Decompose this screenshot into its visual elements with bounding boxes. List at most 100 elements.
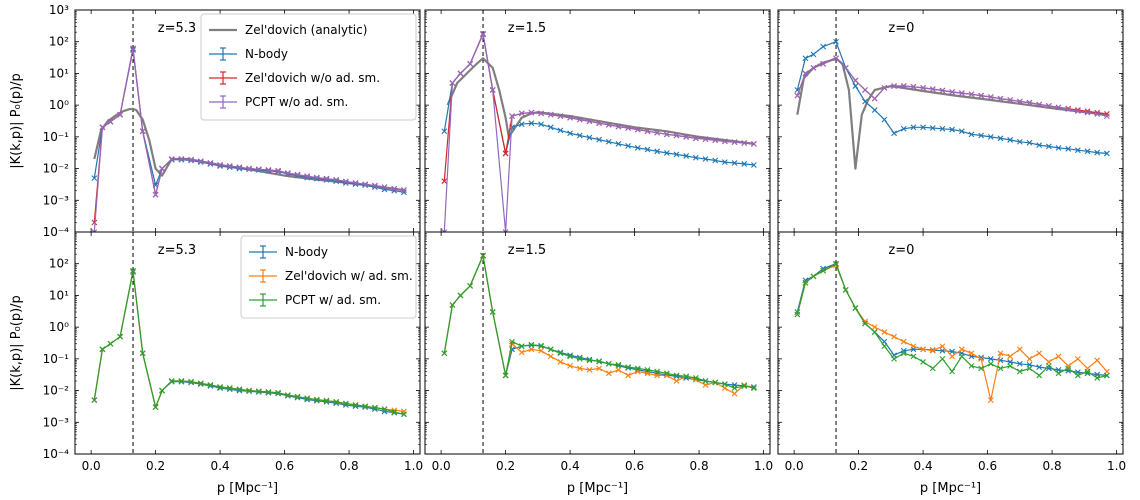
panel-r1c3-series-pcpt-w-o-ad-sm-point bbox=[1036, 101, 1043, 108]
panel-r2c3-series-pcpt-w-ad-sm-point bbox=[978, 365, 985, 372]
panel-r1c2-series-n-body-point bbox=[712, 157, 719, 164]
panel-r2c3-series-pcpt-w-ad-sm-point bbox=[1084, 368, 1091, 375]
panel-r2c1-series-pcpt-w-ad-sm-point bbox=[130, 267, 136, 274]
panel-r1c3-series-pcpt-w-o-ad-sm-point bbox=[958, 90, 965, 96]
panel-r2c1-series-pcpt-w-ad-sm-point bbox=[207, 382, 214, 388]
panel-r1c2-series-zel-dovich-w-o-ad-sm-point bbox=[441, 178, 448, 185]
panel-r2c1-xtick-label: 0.2 bbox=[146, 459, 165, 473]
panel-r2c3-series-pcpt-w-ad-sm-point bbox=[1074, 372, 1081, 379]
panel-r2c2-series-pcpt-w-ad-sm-point bbox=[528, 341, 535, 348]
panel-r2c3-series-n-body-point bbox=[1036, 364, 1043, 370]
panel-r1c3-series-n-body-point bbox=[1026, 139, 1033, 146]
panel-r1c3-series-pcpt-w-o-ad-sm-point bbox=[1094, 111, 1101, 118]
panel-r2c1-series-pcpt-w-ad-sm-point bbox=[139, 350, 146, 357]
panel-r2c3: 0.0 0.2 0.4 0.6 0.8 1.0 z=0 bbox=[777, 231, 1126, 473]
panel-r2c3-series-pcpt-w-ad-sm-point bbox=[1065, 365, 1072, 372]
panel-r1c3-series-n-body-point bbox=[910, 124, 917, 131]
panel-r2c2-series-pcpt-w-ad-sm-point bbox=[625, 364, 632, 370]
panel-r2c2-series-zel-dovich-w-ad-sm-point bbox=[586, 366, 593, 373]
panel-r1c2-series-pcpt-w-o-ad-sm-point bbox=[449, 80, 456, 86]
panel-r2c2-series-pcpt-w-ad-sm-point bbox=[615, 361, 622, 368]
panel-r1c3-series-pcpt-w-o-ad-sm-point bbox=[987, 94, 994, 100]
panel-r2c1-series-pcpt-w-ad-sm-point bbox=[381, 406, 388, 413]
panel-r1c2-series-pcpt-w-o-ad-sm-point bbox=[750, 141, 757, 147]
panel-r2c2-series-pcpt-w-ad-sm-point bbox=[721, 381, 728, 387]
panel-r1c3-series-n-body-point bbox=[1084, 148, 1091, 155]
panel-r1c2-series-n-body-point bbox=[731, 160, 738, 166]
x-axis-label-col-3: p [Mpc⁻¹] bbox=[920, 481, 981, 496]
panel-r1c2-series-n-body-point bbox=[721, 159, 728, 165]
panel-r1c1-series-pcpt-w-o-ad-sm-point bbox=[381, 184, 388, 191]
panel-r1c2-series-pcpt-w-o-ad-sm-point bbox=[644, 128, 651, 135]
panel-r2c1-series-pcpt-w-ad-sm-point bbox=[217, 384, 223, 390]
panel-r1c1-ytick-label: 10⁰ bbox=[49, 98, 69, 112]
panel-r2c2-series-pcpt-w-ad-sm-point bbox=[467, 282, 474, 289]
panel-r2c3-series-n-body-point bbox=[987, 355, 994, 362]
panel-r2c1-series-pcpt-w-ad-sm-point bbox=[152, 404, 159, 411]
panel-r2c3-series-pcpt-w-ad-sm-point bbox=[968, 363, 975, 369]
panel-r1c3-series-n-body-point bbox=[852, 83, 859, 89]
panel-r1c3-title: z=0 bbox=[888, 21, 914, 36]
panel-r1c1-series-pcpt-w-o-ad-sm-point bbox=[400, 187, 407, 193]
panel-r2c3-series-pcpt-w-ad-sm-point bbox=[1016, 368, 1023, 375]
panel-r2c3-series-pcpt-w-ad-sm-point bbox=[1094, 375, 1101, 381]
panel-r1c2-series-pcpt-w-o-ad-sm-point bbox=[673, 132, 680, 139]
panel-r1c2-series-pcpt-w-o-ad-sm-point bbox=[702, 136, 709, 142]
panel-r1c1-ytick-label: 10⁻⁴ bbox=[43, 225, 70, 239]
panel-r1c1-series-pcpt-w-o-ad-sm-point bbox=[178, 156, 185, 162]
panel-r1c2-series-pcpt-w-o-ad-sm-point bbox=[615, 123, 622, 130]
panel-r2c2-series-pcpt-w-ad-sm-point bbox=[547, 346, 554, 353]
panel-r1c1-series-pcpt-w-o-ad-sm-point bbox=[313, 174, 320, 181]
panel-r2c1-series-pcpt-w-ad-sm-point bbox=[284, 392, 291, 398]
panel-r2c3-series-n-body-point bbox=[1016, 360, 1023, 367]
panel-r2c2-series-zel-dovich-w-ad-sm-point bbox=[596, 365, 603, 372]
panel-r1c1-series-pcpt-w-o-ad-sm-point bbox=[255, 166, 262, 173]
panel-r1c2-series-n-body-point bbox=[644, 146, 651, 153]
panel-r1c3-series-n-body-point bbox=[1065, 145, 1072, 152]
panel-r2c3-series-pcpt-w-ad-sm-point bbox=[794, 311, 801, 318]
panel-r2c1-series-pcpt-w-ad-sm-point bbox=[294, 393, 301, 400]
panel-r2c1-series-pcpt-w-ad-sm-point bbox=[178, 378, 185, 384]
panel-r1c3-series-pcpt-w-o-ad-sm-point bbox=[1055, 104, 1062, 111]
panel-r2c3-series-zel-dovich-w-ad-sm-point bbox=[1007, 353, 1014, 360]
panel-r1c1-series-pcpt-w-o-ad-sm-point bbox=[246, 165, 253, 172]
panel-r1c1-legend-n-body-label: N-body bbox=[245, 47, 288, 61]
panel-r1c3-series-pcpt-w-o-ad-sm-point bbox=[920, 84, 926, 91]
panel-r2c2-series-pcpt-w-ad-sm-point bbox=[596, 358, 603, 364]
panel-r2c2-series-n-body-point bbox=[750, 384, 757, 390]
panel-r2c3-series-pcpt-w-ad-sm-point bbox=[1007, 363, 1014, 369]
panel-r1c2-series-pcpt-w-o-ad-sm-point bbox=[509, 113, 515, 120]
panel-r1c2-series-pcpt-w-o-ad-sm-point bbox=[712, 137, 719, 144]
panel-r2c1-series-pcpt-w-ad-sm-point bbox=[313, 396, 320, 403]
panel-r2c3-series-pcpt-w-ad-sm-point bbox=[862, 320, 868, 327]
panel-r2c3-series-zel-dovich-w-ad-sm-point bbox=[891, 333, 897, 340]
panel-r1c2-series-pcpt-w-o-ad-sm-point bbox=[441, 229, 448, 232]
panel-r2c2-series-zel-dovich-w-ad-sm-point bbox=[605, 370, 612, 377]
panel-r1c3-series-pcpt-w-o-ad-sm-point bbox=[871, 95, 878, 102]
panel-r2c2-series-pcpt-w-ad-sm-point bbox=[441, 350, 448, 357]
panel-r1c2-series-n-body-point bbox=[576, 132, 583, 139]
panel-r2c3-series-pcpt-w-ad-sm-point bbox=[1103, 372, 1110, 379]
panel-r1c1-series-pcpt-w-o-ad-sm-point bbox=[99, 124, 106, 131]
panel-r1c3-series-pcpt-w-o-ad-sm-point bbox=[1065, 106, 1072, 112]
panel-r1c3-series-n-body-point bbox=[891, 130, 897, 137]
panel-r2c2-series-pcpt-w-ad-sm-point bbox=[480, 252, 486, 259]
panel-r1c1-series-pcpt-w-o-ad-sm-point bbox=[284, 170, 291, 176]
panel-r2c3-series-zel-dovich-w-ad-sm-point bbox=[978, 355, 985, 362]
panel-r1c2-series-pcpt-w-o-ad-sm-point bbox=[663, 131, 670, 138]
panel-r1c3-series-pcpt-w-o-ad-sm-point bbox=[1026, 99, 1033, 106]
panel-r1c1-ytick-label: 10³ bbox=[49, 3, 69, 17]
panel-r2c3-series-zel-dovich-w-ad-sm-point bbox=[929, 347, 936, 354]
panel-r1c2-series-pcpt-w-o-ad-sm-point bbox=[741, 140, 748, 146]
panel-r2c2-series-pcpt-w-ad-sm-point bbox=[567, 353, 573, 360]
panel-r2c2-series-pcpt-w-ad-sm-point bbox=[673, 372, 680, 379]
panel-r1c1-series-pcpt-w-o-ad-sm-point bbox=[217, 162, 223, 168]
panel-r1c1-series-pcpt-w-o-ad-sm-point bbox=[362, 181, 369, 188]
panel-r1c2-series-pcpt-w-o-ad-sm-point bbox=[467, 60, 474, 67]
panel-r2c2-series-pcpt-w-ad-sm-point bbox=[683, 373, 690, 380]
panel-r2c1-xtick-label: 0.6 bbox=[275, 459, 294, 473]
panel-r1c3-series-n-body-point bbox=[929, 125, 936, 131]
panel-r2c2-series-zel-dovich-w-ad-sm-point bbox=[576, 365, 583, 372]
panel-r2c1-ytick-label: 10⁻² bbox=[43, 384, 70, 398]
panel-r1c3-series-n-body-point bbox=[1074, 147, 1081, 154]
